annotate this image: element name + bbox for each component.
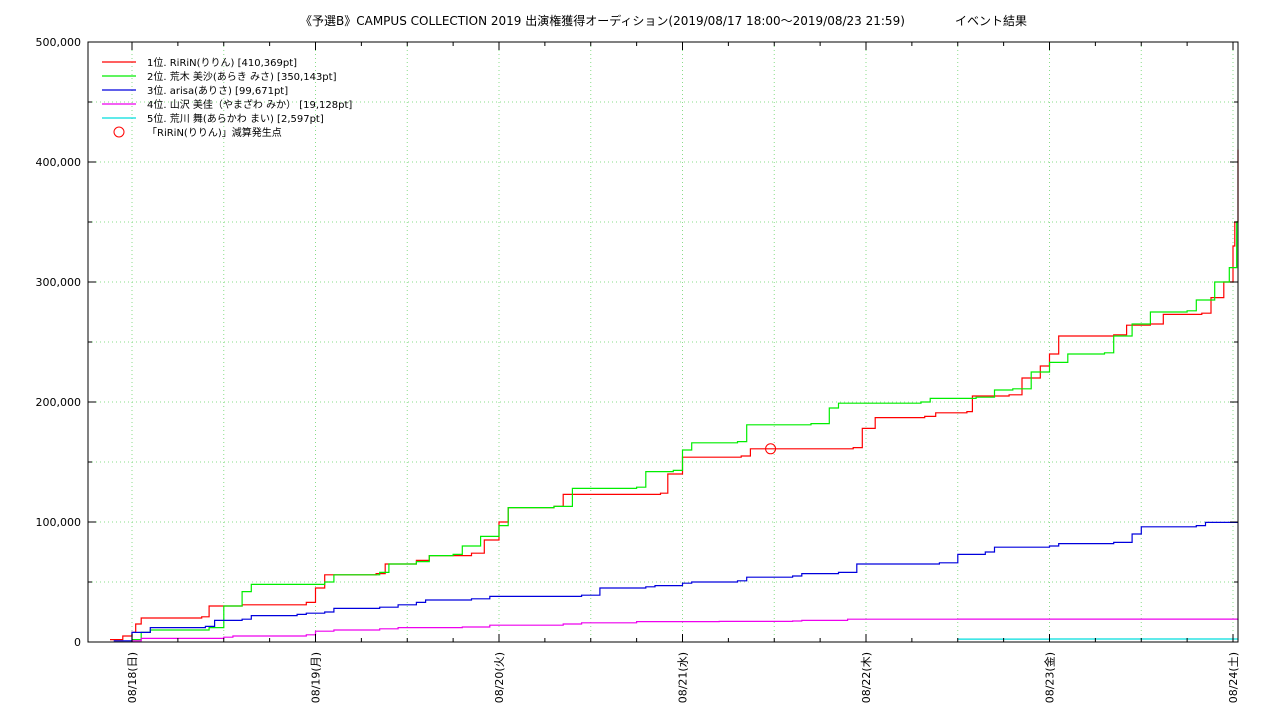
x-tick-label: 08/19(月) <box>310 652 323 703</box>
y-tick-label: 100,000 <box>36 516 82 529</box>
legend-label-5: 5位. 荒川 舞(あらかわ まい) [2,597pt] <box>147 112 324 125</box>
chart-title-text: 《予選B》CAMPUS COLLECTION 2019 出演権獲得オーディション… <box>300 13 905 28</box>
chart-title-suffix: イベント結果 <box>955 14 1027 28</box>
legend-annotation-marker <box>113 126 125 138</box>
chart-title: 《予選B》CAMPUS COLLECTION 2019 出演権獲得オーディション… <box>300 13 1027 28</box>
y-tick-label: 300,000 <box>36 276 82 289</box>
legend-label-3: 3位. arisa(ありさ) [99,671pt] <box>147 84 288 97</box>
y-tick-label: 500,000 <box>36 36 82 49</box>
series-line-3 <box>113 521 1238 642</box>
legend-label-2: 2位. 荒木 美沙(あらき みさ) [350,143pt] <box>147 70 337 83</box>
legend-label-1: 1位. RiRiN(りりん) [410,369pt] <box>147 56 297 69</box>
series-layer <box>110 149 1239 642</box>
x-tick-label: 08/24(土) <box>1227 652 1240 703</box>
series-line-4 <box>132 618 1239 642</box>
x-tick-label: 08/22(木) <box>860 652 873 703</box>
annotation-layer <box>765 443 777 455</box>
series-line-1 <box>110 149 1239 641</box>
legend: 1位. RiRiN(りりん) [410,369pt]2位. 荒木 美沙(あらき … <box>102 56 352 139</box>
grid <box>88 42 1238 642</box>
legend-label-4: 4位. 山沢 美佳（やまざわ みか） [19,128pt] <box>147 98 352 111</box>
x-tick-label: 08/20(火) <box>493 652 506 703</box>
x-tick-label: 08/18(日) <box>126 652 139 703</box>
y-tick-label: 200,000 <box>36 396 82 409</box>
y-tick-label: 0 <box>74 636 81 649</box>
x-tick-label: 08/21(水) <box>677 652 690 703</box>
x-tick-label: 08/23(金) <box>1043 652 1057 703</box>
legend-annotation-label: 「RiRiN(りりん)」減算発生点 <box>147 126 282 139</box>
annotation-marker <box>765 443 777 455</box>
ticks: 0 100,000 200,000 300,000 400,000 500,000 08/1… <box>36 36 1241 703</box>
series-line-2 <box>132 221 1238 641</box>
y-tick-label: 400,000 <box>36 156 82 169</box>
